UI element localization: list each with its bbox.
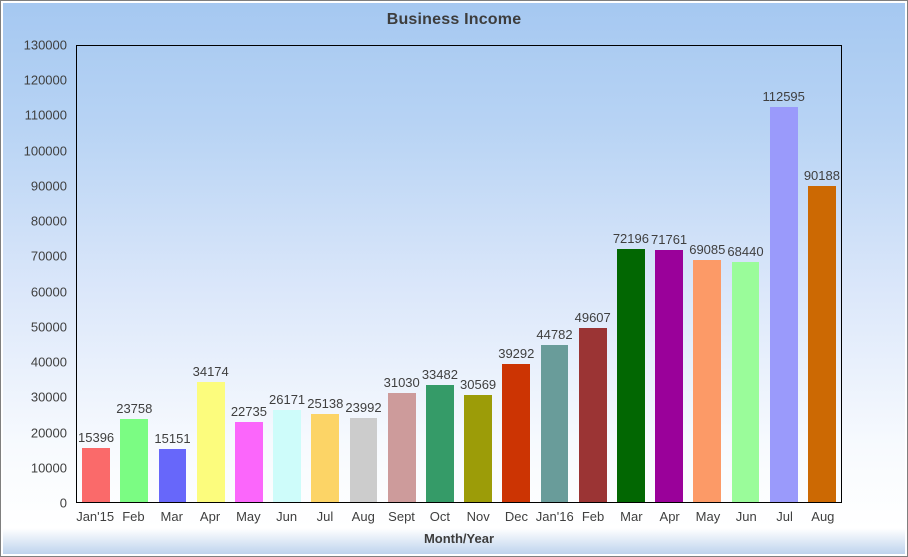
y-axis-tick-label: 110000: [24, 107, 67, 123]
bar-value-label: 30569: [460, 376, 497, 392]
y-axis-tick-label: 10000: [30, 460, 67, 476]
bar-dec-11: [502, 364, 531, 502]
bar-mar-14: [616, 248, 645, 502]
chart-title: Business Income: [386, 11, 522, 28]
x-axis-tick-label: Aug: [351, 509, 375, 524]
x-axis-tick-label: Jan'15: [76, 509, 115, 524]
x-axis-tick-label: Oct: [429, 509, 450, 524]
x-axis-tick-label: Jan'16: [535, 509, 574, 524]
y-axis-tick-label: 50000: [30, 319, 67, 335]
bar-value-label: 69085: [689, 241, 726, 257]
y-axis-tick-label: 80000: [30, 213, 67, 229]
y-axis-tick-label: 70000: [30, 248, 67, 264]
bar-oct-9: [425, 384, 454, 502]
bar-jan16-12: [540, 344, 569, 502]
x-axis-tick-label: Apr: [659, 509, 680, 524]
x-axis-tick-label: Aug: [811, 509, 835, 524]
x-axis-tick-label: Mar: [160, 509, 183, 524]
x-axis: Jan'15 Feb Mar Apr May Jun Jul Aug Sept Oct Nov Dec…: [76, 509, 842, 529]
bar-jan15-0: [82, 448, 111, 502]
bar-value-label: 44782: [536, 326, 573, 342]
x-axis-tick-label: Jul: [776, 509, 793, 524]
bar-jun-5: [273, 410, 302, 502]
y-axis-tick-label: 40000: [30, 354, 67, 370]
bar-aug-7: [349, 417, 378, 502]
bar-value-label: 22735: [230, 404, 267, 420]
bar-value-label: 15151: [154, 430, 191, 446]
x-axis-tick-label: Jun: [276, 509, 298, 524]
bar-sept-8: [387, 393, 416, 502]
bar-aug-19: [807, 185, 836, 502]
bar-value-label: 112595: [762, 89, 805, 105]
bar-value-label: 23992: [345, 399, 382, 415]
y-axis-tick-label: 120000: [23, 72, 67, 88]
x-axis-tick-label: May: [695, 509, 721, 524]
bar-value-label: 34174: [192, 364, 229, 380]
x-axis-tick-label: May: [236, 509, 261, 524]
y-axis-tick-label: 60000: [30, 284, 67, 300]
bar-apr-15: [655, 250, 684, 502]
x-axis-tick-label: Dec: [504, 509, 528, 524]
bar-value-label: 15396: [78, 430, 115, 445]
x-axis-tick-label: Apr: [199, 509, 221, 524]
bar-value-label: 72196: [612, 230, 649, 246]
x-axis-tick-label: Feb: [581, 509, 605, 524]
x-axis-title: Month/Year: [423, 531, 495, 546]
y-axis: 0 10000 20000 30000 40000 50000 60000 70000 8000…: [1, 38, 71, 511]
bar-apr-3: [196, 382, 225, 502]
bar-value-label: 33482: [421, 366, 458, 382]
bar-value-label: 71761: [651, 232, 688, 248]
bar-nov-10: [464, 394, 493, 502]
bar-value-label: 25138: [307, 395, 344, 411]
bar-jul-18: [769, 107, 798, 502]
y-axis-tick-label: 20000: [30, 425, 67, 441]
y-axis-tick-label: 100000: [23, 143, 67, 159]
x-axis-tick-label: Nov: [466, 509, 490, 524]
y-axis-tick-label: 30000: [30, 389, 67, 405]
y-axis-tick-label: 130000: [23, 37, 67, 53]
bar-value-label: 49607: [574, 310, 611, 325]
plot-area: 15396 23758 15151 34174 22735 26171 25138 23992…: [76, 45, 842, 503]
bar-feb-1: [120, 418, 149, 502]
bar-jun-17: [731, 261, 760, 502]
bar-value-label: 39292: [498, 346, 535, 362]
y-axis-tick-label: 0: [59, 495, 67, 511]
x-axis-tick-label: Mar: [620, 509, 643, 524]
bar-value-label: 90188: [803, 167, 840, 183]
bar-may-16: [693, 259, 722, 502]
bar-mar-2: [158, 448, 187, 502]
bar-jul-6: [311, 413, 340, 502]
bar-value-label: 31030: [383, 375, 420, 391]
bar-value-label: 23758: [116, 400, 153, 416]
bar-value-label: 26171: [269, 392, 306, 408]
bar-may-4: [234, 422, 263, 502]
x-axis-tick-label: Feb: [122, 509, 145, 524]
x-axis-tick-label: Jul: [316, 509, 334, 524]
bar-feb-13: [578, 328, 607, 502]
bar-value-label: 68440: [727, 243, 764, 259]
y-axis-tick-label: 90000: [30, 178, 67, 194]
x-axis-tick-label: Jun: [735, 509, 757, 524]
x-axis-tick-label: Sept: [388, 509, 415, 524]
